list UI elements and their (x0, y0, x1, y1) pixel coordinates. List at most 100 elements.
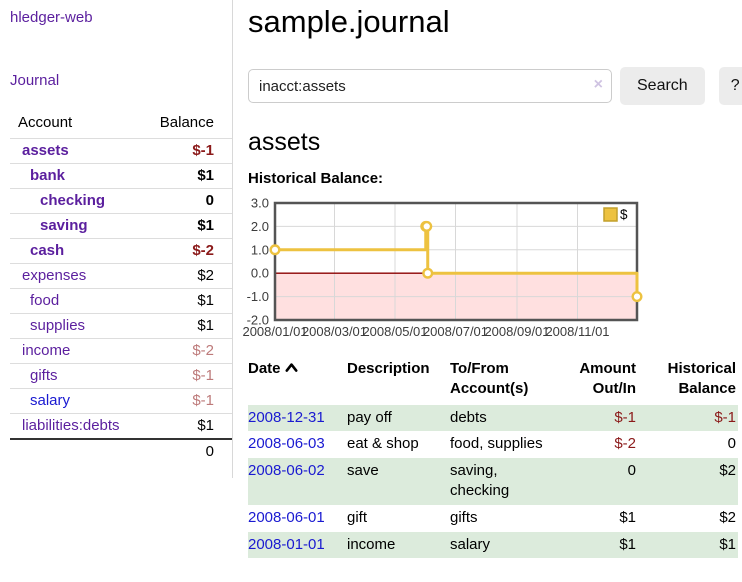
transaction-description: pay off (347, 408, 392, 426)
register-header-date[interactable]: Date (248, 359, 347, 405)
account-row: cash $-2 (10, 238, 232, 264)
account-row: income $-2 (10, 338, 232, 364)
account-balance: $1 (138, 213, 232, 239)
svg-text:-2.0: -2.0 (247, 313, 269, 328)
transaction-description: income (347, 535, 396, 553)
search-input-wrap: × (248, 69, 612, 103)
register-table: Date Description To/From Account(s) Amou… (248, 359, 738, 559)
transaction-accounts: saving, checking (450, 462, 510, 499)
account-link[interactable]: food (30, 292, 60, 309)
search-button[interactable]: Search (620, 67, 705, 105)
register-row: 2008-06-03 eat & shop food, supplies $-2… (248, 431, 738, 458)
account-balance: $-2 (138, 338, 232, 364)
transaction-balance: $2 (719, 462, 736, 480)
transaction-amount: $1 (619, 508, 636, 526)
register-row: 2008-06-02 save saving, checking 0 $2 (248, 458, 738, 505)
accounts-header-account: Account (18, 114, 73, 131)
account-link[interactable]: gifts (30, 367, 58, 384)
sidebar: hledger-web Journal Account Balance asse… (0, 0, 233, 478)
transaction-amount: 0 (627, 462, 636, 480)
transaction-accounts: food, supplies (450, 435, 543, 453)
transaction-accounts: debts (450, 408, 487, 426)
register-header-row: Date Description To/From Account(s) Amou… (248, 359, 738, 405)
transaction-date-link[interactable]: 2008-06-03 (248, 435, 325, 453)
account-balance: $-1 (138, 138, 232, 164)
hledger-web-app: hledger-web Journal Account Balance asse… (0, 0, 742, 559)
register-row: 2008-06-01 gift gifts $1 $2 (248, 505, 738, 532)
account-link[interactable]: salary (30, 392, 71, 409)
transaction-date-link[interactable]: 2008-01-01 (248, 535, 325, 553)
register-header-balance: Historical Balance (667, 360, 736, 397)
account-link[interactable]: expenses (22, 267, 87, 284)
svg-text:2008/09/01: 2008/09/01 (484, 324, 549, 339)
accounts-total-balance: 0 (138, 438, 232, 464)
transaction-date-link[interactable]: 2008-06-01 (248, 508, 325, 526)
register-header-description: Description (347, 360, 430, 377)
account-link[interactable]: income (22, 342, 71, 359)
page-title: sample.journal (248, 4, 450, 39)
svg-text:-1.0: -1.0 (247, 289, 269, 304)
account-row: food $1 (10, 288, 232, 314)
transaction-balance: $1 (719, 535, 736, 553)
account-row: gifts $-1 (10, 363, 232, 389)
account-balance: $1 (138, 413, 232, 439)
chart-title: Historical Balance: (248, 170, 384, 187)
account-balance: $-2 (138, 238, 232, 264)
search-form: × Search ? (248, 67, 742, 105)
svg-text:2008/11/01: 2008/11/01 (545, 324, 609, 339)
account-row: salary $-1 (10, 388, 232, 414)
svg-text:2008/05/01: 2008/05/01 (362, 324, 427, 339)
svg-text:2008/03/01: 2008/03/01 (302, 324, 367, 339)
transaction-description: eat & shop (347, 435, 419, 453)
balance-chart: $3.0 2.0 1.0 0.0 -1.0 -2.0 2008/01/01 2008/03/0… (242, 196, 742, 342)
brand-link[interactable]: hledger-web (10, 9, 93, 26)
transaction-balance: 0 (727, 435, 736, 453)
clear-search-icon[interactable]: × (593, 76, 603, 93)
svg-text:2008/07/01: 2008/07/01 (423, 324, 488, 339)
account-link[interactable]: supplies (30, 317, 86, 334)
account-link[interactable]: saving (40, 217, 88, 234)
sidebar-item-journal[interactable]: Journal (10, 72, 60, 89)
account-link[interactable]: bank (30, 167, 66, 184)
account-link[interactable]: checking (40, 192, 106, 209)
account-balance: $1 (138, 163, 232, 189)
transaction-amount: $-2 (614, 435, 636, 453)
account-balance: 0 (138, 188, 232, 214)
transaction-date-link[interactable]: 2008-06-02 (248, 462, 325, 480)
accounts-total-row: 0 (10, 438, 232, 464)
register-header-amount: Amount Out/In (579, 360, 636, 397)
accounts-header-row: Account Balance (10, 110, 232, 139)
transaction-balance: $-1 (714, 408, 736, 426)
transaction-description: save (347, 462, 379, 480)
account-row: supplies $1 (10, 313, 232, 339)
register-row: 2008-12-31 pay off debts $-1 $-1 (248, 404, 738, 432)
svg-text:3.0: 3.0 (251, 196, 269, 211)
transaction-amount: $-1 (614, 408, 636, 426)
account-heading: assets (248, 128, 321, 156)
svg-text:0.0: 0.0 (251, 266, 269, 281)
svg-text:2008/01/01: 2008/01/01 (242, 324, 307, 339)
account-link[interactable]: cash (30, 242, 65, 259)
transaction-balance: $2 (719, 508, 736, 526)
search-input[interactable] (248, 69, 612, 103)
register-header-accounts: To/From Account(s) (450, 360, 529, 397)
account-row: assets $-1 (10, 138, 232, 164)
account-row: bank $1 (10, 163, 232, 189)
svg-text:$: $ (620, 207, 628, 222)
account-row: expenses $2 (10, 263, 232, 289)
main-content: sample.journal × Search ? assets Histori… (233, 0, 742, 559)
account-link[interactable]: liabilities:debts (22, 417, 120, 434)
transaction-accounts: gifts (450, 508, 478, 526)
account-balance: $1 (138, 313, 232, 339)
transaction-date-link[interactable]: 2008-12-31 (248, 408, 325, 426)
accounts-table: Account Balance assets $-1 bank $1 check… (10, 110, 232, 464)
transaction-description: gift (347, 508, 368, 526)
account-row: checking 0 (10, 188, 232, 214)
help-button[interactable]: ? (718, 67, 742, 105)
register-row: 2008-01-01 income salary $1 $1 (248, 531, 738, 559)
sort-ascending-icon (285, 359, 298, 379)
transaction-accounts: salary (450, 535, 491, 553)
account-balance: $2 (138, 263, 232, 289)
account-row: liabilities:debts $1 (10, 413, 232, 439)
account-link[interactable]: assets (22, 142, 69, 159)
